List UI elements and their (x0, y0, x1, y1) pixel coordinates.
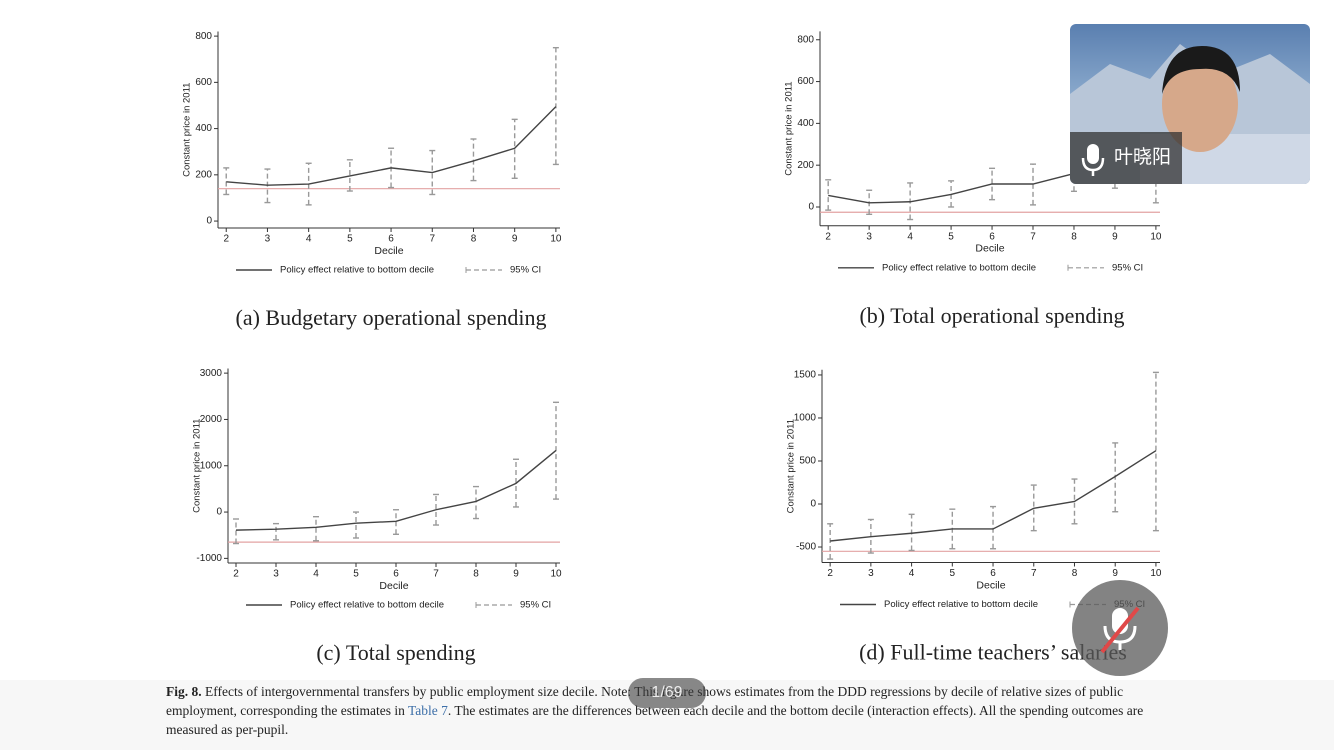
x-tick-label: 9 (513, 569, 519, 580)
legend-label: 95% CI (520, 600, 551, 611)
y-tick-label: 1500 (794, 370, 817, 381)
x-tick-label: 5 (347, 234, 353, 245)
y-tick-label: 3000 (200, 368, 223, 379)
x-tick-label: 4 (907, 231, 913, 242)
x-tick-label: 6 (388, 234, 394, 245)
x-tick-label: 7 (1031, 568, 1037, 579)
caption-text: . The estimates are the differences betw… (166, 703, 1144, 737)
y-tick-label: 800 (797, 34, 814, 45)
y-tick-label: 0 (216, 507, 222, 518)
hair (1162, 46, 1240, 94)
y-axis-label: Constant price in 2011 (192, 419, 203, 513)
x-tick-label: 10 (550, 234, 562, 245)
caption-label: Fig. 8. (166, 684, 202, 699)
x-tick-label: 8 (471, 234, 477, 245)
x-tick-label: 10 (1150, 568, 1162, 579)
mic-icon (1081, 144, 1105, 176)
mute-button[interactable] (1072, 580, 1168, 676)
y-tick-label: 800 (195, 31, 212, 42)
y-tick-label: 1000 (794, 413, 817, 424)
panel-caption: (a) Budgetary operational spending (236, 305, 547, 330)
x-tick-label: 4 (306, 234, 312, 245)
y-axis-label: Constant price in 2011 (182, 83, 193, 177)
y-tick-label: 600 (797, 76, 814, 87)
y-tick-label: 500 (799, 456, 816, 467)
x-tick-label: 2 (233, 569, 239, 580)
x-tick-label: 9 (1112, 568, 1118, 579)
participant-name: 叶晓阳 (1114, 147, 1172, 168)
x-tick-label: 3 (273, 569, 279, 580)
legend-label: Policy effect relative to bottom decile (280, 265, 434, 276)
y-tick-label: -1000 (196, 553, 222, 564)
x-tick-label: 9 (512, 234, 518, 245)
x-tick-label: 7 (433, 569, 439, 580)
panel-caption: (b) Total operational spending (859, 303, 1124, 328)
video-tile[interactable]: 叶晓阳 (1070, 24, 1310, 184)
x-tick-label: 3 (866, 231, 872, 242)
x-axis-label: Decile (374, 245, 403, 257)
y-tick-label: -500 (796, 542, 816, 553)
x-tick-label: 8 (1072, 568, 1078, 579)
y-tick-label: 400 (195, 123, 212, 134)
x-tick-label: 6 (393, 569, 399, 580)
y-tick-label: 200 (797, 160, 814, 171)
y-tick-label: 2000 (200, 414, 223, 425)
x-axis-label: Decile (975, 243, 1004, 255)
legend-label: Policy effect relative to bottom decile (882, 262, 1036, 273)
x-tick-label: 10 (1150, 231, 1162, 242)
table-link[interactable]: Table 7 (407, 703, 448, 718)
legend-label: 95% CI (1112, 262, 1143, 273)
x-tick-label: 3 (868, 568, 874, 579)
legend-label: Policy effect relative to bottom decile (884, 599, 1038, 610)
x-axis-label: Decile (976, 579, 1005, 591)
mute-icon (1100, 606, 1140, 654)
x-tick-label: 8 (1071, 231, 1077, 242)
x-tick-label: 5 (948, 231, 954, 242)
x-tick-label: 6 (989, 231, 995, 242)
x-tick-label: 7 (1030, 231, 1036, 242)
face (1162, 56, 1238, 152)
y-tick-label: 200 (195, 169, 212, 180)
x-tick-label: 8 (473, 569, 479, 580)
page-indicator: 1/69 (628, 678, 706, 708)
y-tick-label: 0 (808, 202, 814, 213)
panel-caption: (c) Total spending (316, 640, 475, 665)
x-tick-label: 2 (825, 231, 831, 242)
effect-line (830, 450, 1157, 542)
x-tick-label: 5 (950, 568, 956, 579)
x-tick-label: 2 (827, 568, 833, 579)
y-tick-label: 400 (797, 118, 814, 129)
x-tick-label: 3 (265, 234, 271, 245)
y-axis-label: Constant price in 2011 (786, 419, 797, 513)
effect-line (235, 449, 557, 531)
y-tick-label: 600 (195, 77, 212, 88)
y-axis-label: Constant price in 2011 (784, 81, 795, 175)
legend-label: 95% CI (510, 265, 541, 276)
x-tick-label: 5 (353, 569, 359, 580)
x-tick-label: 4 (909, 568, 915, 579)
x-tick-label: 4 (313, 569, 319, 580)
x-tick-label: 9 (1112, 231, 1118, 242)
y-tick-label: 0 (206, 216, 212, 227)
x-tick-label: 2 (223, 234, 229, 245)
x-tick-label: 10 (550, 569, 562, 580)
x-tick-label: 6 (990, 568, 996, 579)
y-tick-label: 1000 (200, 460, 223, 471)
x-axis-label: Decile (379, 580, 408, 592)
effect-line (226, 106, 557, 186)
x-tick-label: 7 (429, 234, 435, 245)
legend-label: Policy effect relative to bottom decile (290, 600, 444, 611)
y-tick-label: 0 (810, 499, 816, 510)
